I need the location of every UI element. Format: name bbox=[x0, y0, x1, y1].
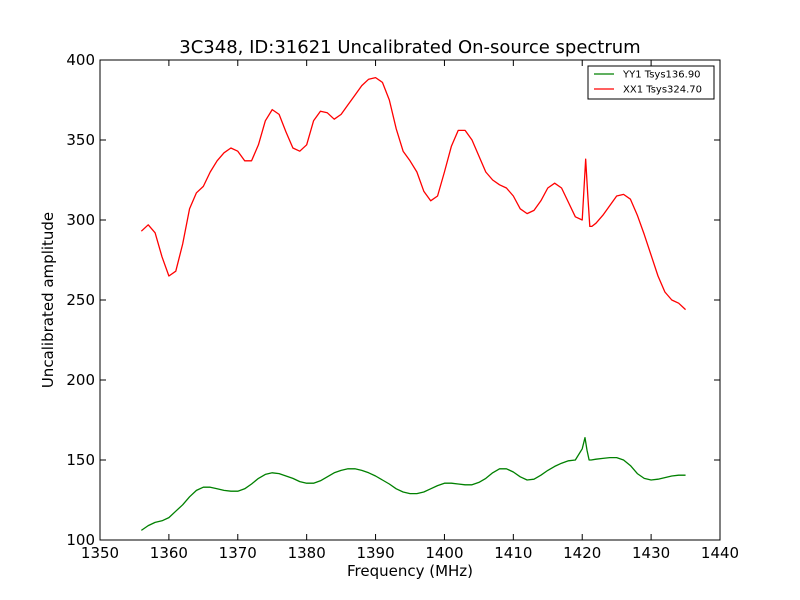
y-tick-label: 350 bbox=[66, 131, 95, 149]
x-tick-label: 1430 bbox=[632, 544, 670, 562]
ticks-layer: 1350 1360 1370 1380 1390 1400 1410 1420 1430 1440… bbox=[66, 51, 739, 562]
x-tick-label: 1420 bbox=[563, 544, 601, 562]
x-tick-label: 1350 bbox=[81, 544, 119, 562]
x-tick-label: 1390 bbox=[356, 544, 394, 562]
x-tick-label: 1440 bbox=[701, 544, 739, 562]
y-tick-label: 300 bbox=[66, 211, 95, 229]
y-axis-label: Uncalibrated amplitude bbox=[39, 212, 57, 388]
legend: YY1 Tsys136.90 XX1 Tsys324.70 bbox=[587, 65, 715, 100]
chart-title: 3C348, ID:31621 Uncalibrated On-source s… bbox=[179, 37, 640, 58]
x-tick-label: 1410 bbox=[494, 544, 532, 562]
series-layer bbox=[140, 76, 687, 531]
x-tick-label: 1400 bbox=[425, 544, 463, 562]
y-tick-label: 400 bbox=[66, 51, 95, 69]
legend-label-yy1: YY1 Tsys136.90 bbox=[622, 70, 701, 81]
legend-frame bbox=[587, 65, 715, 100]
x-tick-label: 1360 bbox=[150, 544, 188, 562]
y-tick-label: 250 bbox=[66, 291, 95, 309]
x-tick-label: 1370 bbox=[219, 544, 257, 562]
series-line-yy1 bbox=[140, 436, 686, 531]
legend-label-xx1: XX1 Tsys324.70 bbox=[623, 85, 702, 96]
x-axis-label: Frequency (MHz) bbox=[347, 562, 473, 580]
x-tick-label: 1380 bbox=[288, 544, 326, 562]
y-tick-label: 200 bbox=[66, 371, 95, 389]
y-tick-label: 100 bbox=[66, 531, 95, 549]
y-tick-label: 150 bbox=[66, 451, 95, 469]
series-line-xx1 bbox=[140, 76, 687, 311]
